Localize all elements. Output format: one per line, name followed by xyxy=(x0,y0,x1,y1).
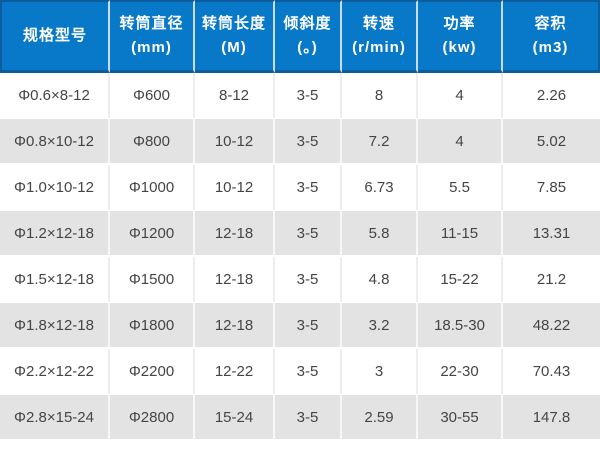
cell-speed: 3 xyxy=(342,349,418,395)
col-header-drum-length-title: 转筒长度 xyxy=(201,15,266,32)
col-header-drum-length-unit: (M) xyxy=(221,39,247,56)
cell-incline: 3-5 xyxy=(275,165,342,211)
col-header-incline: 倾斜度 (。) xyxy=(275,0,342,73)
col-header-drum-diameter-unit: (mm) xyxy=(131,39,172,56)
cell-length: 12-22 xyxy=(195,349,275,395)
col-header-drum-diameter: 转筒直径 (mm) xyxy=(110,0,195,73)
cell-volume: 2.26 xyxy=(503,73,600,119)
cell-volume: 5.02 xyxy=(503,119,600,165)
table-row: Φ1.2×12-18 Φ1200 12-18 3-5 5.8 11-15 13.… xyxy=(0,211,600,257)
col-header-volume-unit: (m3) xyxy=(532,39,569,56)
cell-volume: 70.43 xyxy=(503,349,600,395)
cell-volume: 48.22 xyxy=(503,303,600,349)
cell-incline: 3-5 xyxy=(275,395,342,441)
cell-incline: 3-5 xyxy=(275,303,342,349)
cell-power: 4 xyxy=(418,119,503,165)
cell-volume: 7.85 xyxy=(503,165,600,211)
cell-length: 12-18 xyxy=(195,303,275,349)
cell-volume: 13.31 xyxy=(503,211,600,257)
cell-incline: 3-5 xyxy=(275,119,342,165)
cell-power: 18.5-30 xyxy=(418,303,503,349)
col-header-drum-length: 转筒长度 (M) xyxy=(195,0,275,73)
table-row: Φ0.8×10-12 Φ800 10-12 3-5 7.2 4 5.02 xyxy=(0,119,600,165)
col-header-spec-model: 规格型号 xyxy=(0,0,110,73)
cell-incline: 3-5 xyxy=(275,349,342,395)
col-header-speed-unit: (r/min) xyxy=(352,39,406,56)
cell-speed: 3.2 xyxy=(342,303,418,349)
cell-model: Φ1.0×10-12 xyxy=(0,165,110,211)
col-header-incline-title: 倾斜度 xyxy=(283,15,332,32)
col-header-speed: 转速 (r/min) xyxy=(342,0,418,73)
col-header-drum-diameter-title: 转筒直径 xyxy=(119,15,184,32)
cell-length: 10-12 xyxy=(195,119,275,165)
cell-speed: 6.73 xyxy=(342,165,418,211)
cell-speed: 2.59 xyxy=(342,395,418,441)
col-header-power-title: 功率 xyxy=(443,15,476,32)
table-row: Φ1.8×12-18 Φ1800 12-18 3-5 3.2 18.5-30 4… xyxy=(0,303,600,349)
cell-model: Φ2.2×12-22 xyxy=(0,349,110,395)
cell-power: 30-55 xyxy=(418,395,503,441)
cell-incline: 3-5 xyxy=(275,73,342,119)
cell-model: Φ0.8×10-12 xyxy=(0,119,110,165)
cell-model: Φ1.5×12-18 xyxy=(0,257,110,303)
cell-diameter: Φ600 xyxy=(110,73,195,119)
col-header-spec-model-title: 规格型号 xyxy=(22,27,87,44)
cell-model: Φ2.8×15-24 xyxy=(0,395,110,441)
col-header-power-unit: (kw) xyxy=(442,39,477,56)
table-row: Φ1.0×10-12 Φ1000 10-12 3-5 6.73 5.5 7.85 xyxy=(0,165,600,211)
table-row: Φ0.6×8-12 Φ600 8-12 3-5 8 4 2.26 xyxy=(0,73,600,119)
table-row: Φ2.2×12-22 Φ2200 12-22 3-5 3 22-30 70.43 xyxy=(0,349,600,395)
cell-power: 4 xyxy=(418,73,503,119)
cell-length: 12-18 xyxy=(195,257,275,303)
table-row: Φ2.8×15-24 Φ2800 15-24 3-5 2.59 30-55 14… xyxy=(0,395,600,441)
cell-incline: 3-5 xyxy=(275,211,342,257)
cell-diameter: Φ2200 xyxy=(110,349,195,395)
cell-model: Φ0.6×8-12 xyxy=(0,73,110,119)
col-header-incline-unit: (。) xyxy=(297,39,318,56)
cell-model: Φ1.2×12-18 xyxy=(0,211,110,257)
cell-speed: 4.8 xyxy=(342,257,418,303)
cell-length: 8-12 xyxy=(195,73,275,119)
cell-length: 12-18 xyxy=(195,211,275,257)
col-header-volume: 容积 (m3) xyxy=(503,0,600,73)
col-header-volume-title: 容积 xyxy=(534,15,567,32)
cell-length: 15-24 xyxy=(195,395,275,441)
cell-diameter: Φ1000 xyxy=(110,165,195,211)
cell-power: 22-30 xyxy=(418,349,503,395)
cell-power: 5.5 xyxy=(418,165,503,211)
cell-speed: 8 xyxy=(342,73,418,119)
cell-speed: 7.2 xyxy=(342,119,418,165)
cell-diameter: Φ800 xyxy=(110,119,195,165)
cell-volume: 21.2 xyxy=(503,257,600,303)
col-header-speed-title: 转速 xyxy=(362,15,395,32)
cell-power: 15-22 xyxy=(418,257,503,303)
header-row: 规格型号 转筒直径 (mm) 转筒长度 (M) 倾斜度 (。) 转速 (r/min) 功… xyxy=(0,0,600,73)
cell-speed: 5.8 xyxy=(342,211,418,257)
table-row: Φ1.5×12-18 Φ1500 12-18 3-5 4.8 15-22 21.… xyxy=(0,257,600,303)
cell-diameter: Φ1800 xyxy=(110,303,195,349)
cell-power: 11-15 xyxy=(418,211,503,257)
cell-incline: 3-5 xyxy=(275,257,342,303)
cell-length: 10-12 xyxy=(195,165,275,211)
cell-diameter: Φ2800 xyxy=(110,395,195,441)
cell-diameter: Φ1200 xyxy=(110,211,195,257)
cell-model: Φ1.8×12-18 xyxy=(0,303,110,349)
cell-diameter: Φ1500 xyxy=(110,257,195,303)
cell-volume: 147.8 xyxy=(503,395,600,441)
col-header-power: 功率 (kw) xyxy=(418,0,503,73)
